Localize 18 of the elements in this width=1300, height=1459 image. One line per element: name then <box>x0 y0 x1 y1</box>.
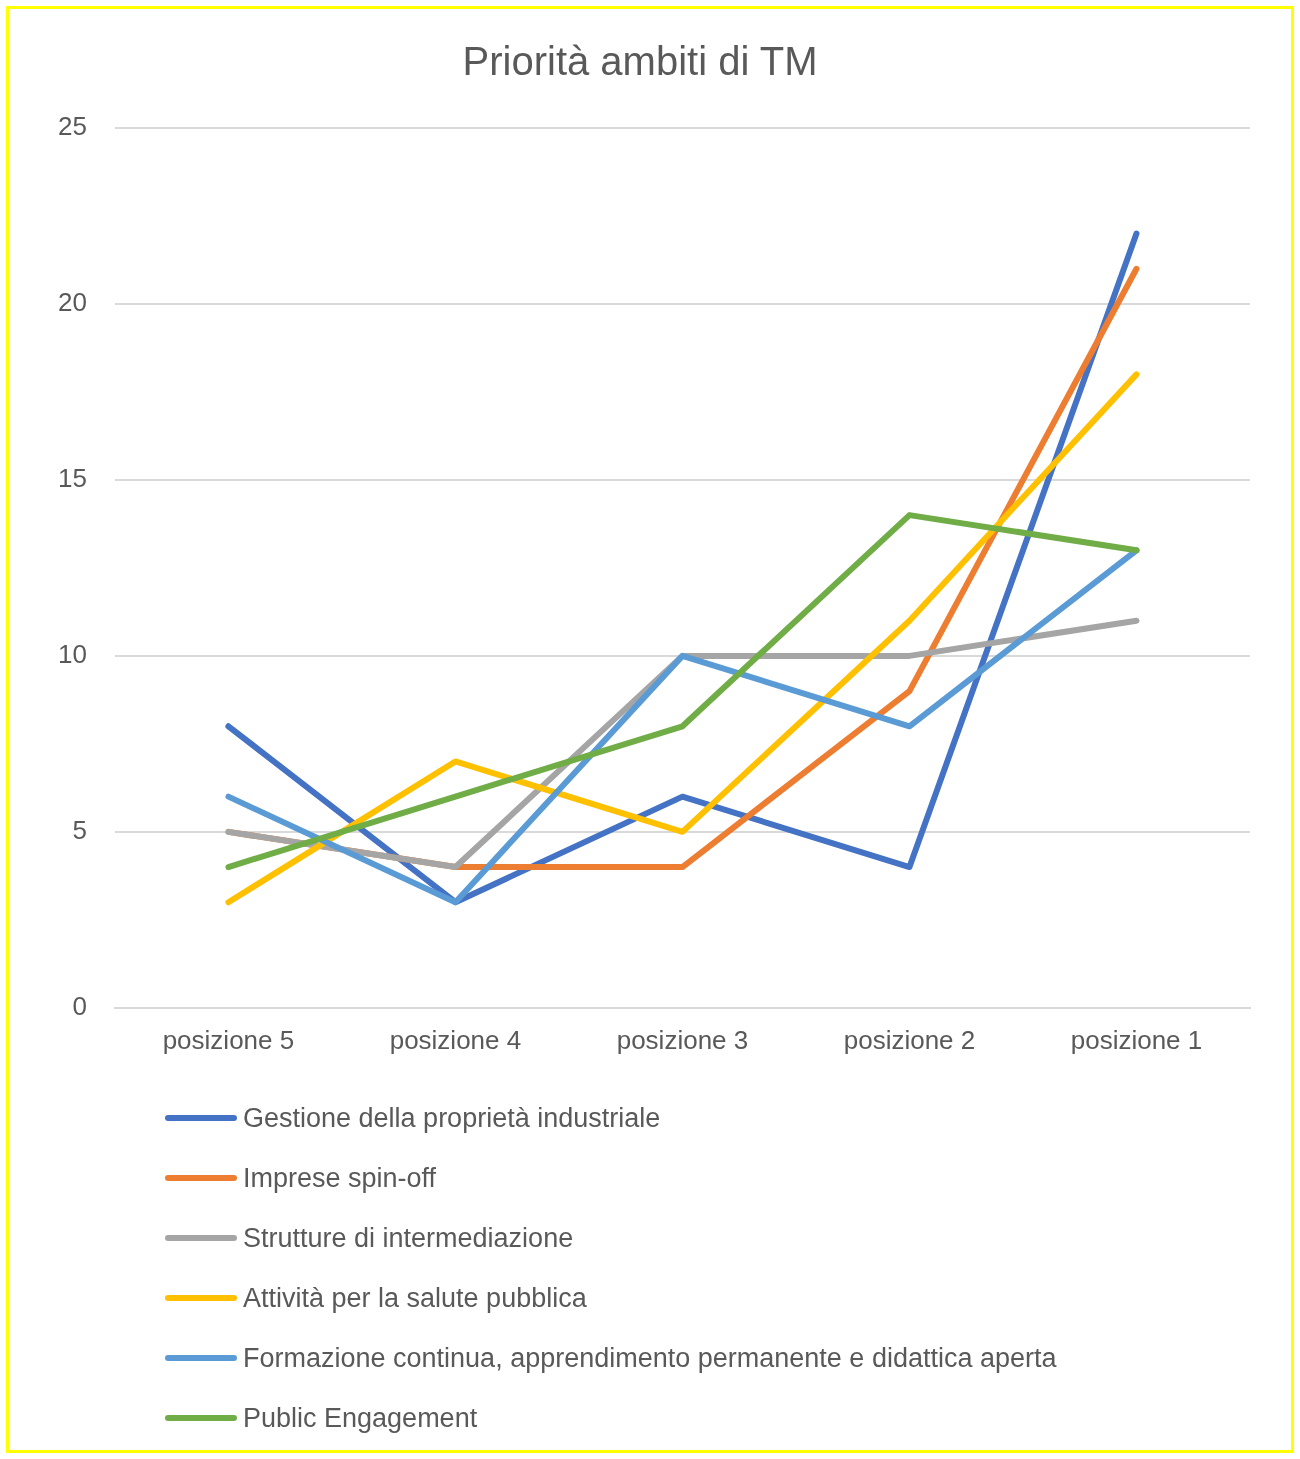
y-tick-label: 25 <box>58 111 87 142</box>
y-tick-label: 0 <box>72 990 87 1021</box>
y-tick-label: 15 <box>58 463 87 494</box>
legend-label: Imprese spin-off <box>243 1162 437 1194</box>
x-tick-label: posizione 2 <box>843 1024 976 1055</box>
legend-label: Attività per la salute pubblica <box>243 1282 587 1314</box>
y-tick-label: 20 <box>58 287 87 318</box>
legend-label: Public Engagement <box>243 1402 478 1434</box>
legend-label: Strutture di intermediazione <box>243 1222 574 1254</box>
x-tick-label: posizione 1 <box>1070 1024 1203 1055</box>
legend-label: Gestione della proprietà industriale <box>243 1102 661 1134</box>
x-tick-label: posizione 5 <box>162 1024 295 1055</box>
x-tick-label: posizione 3 <box>616 1024 749 1055</box>
y-tick-label: 5 <box>72 815 87 846</box>
x-tick-label: posizione 4 <box>389 1024 522 1055</box>
y-tick-label: 10 <box>58 639 87 670</box>
legend-label: Formazione continua, apprendimento permanente e didattica aperta <box>243 1342 1057 1374</box>
chart-title: Priorità ambiti di TM <box>462 39 818 84</box>
